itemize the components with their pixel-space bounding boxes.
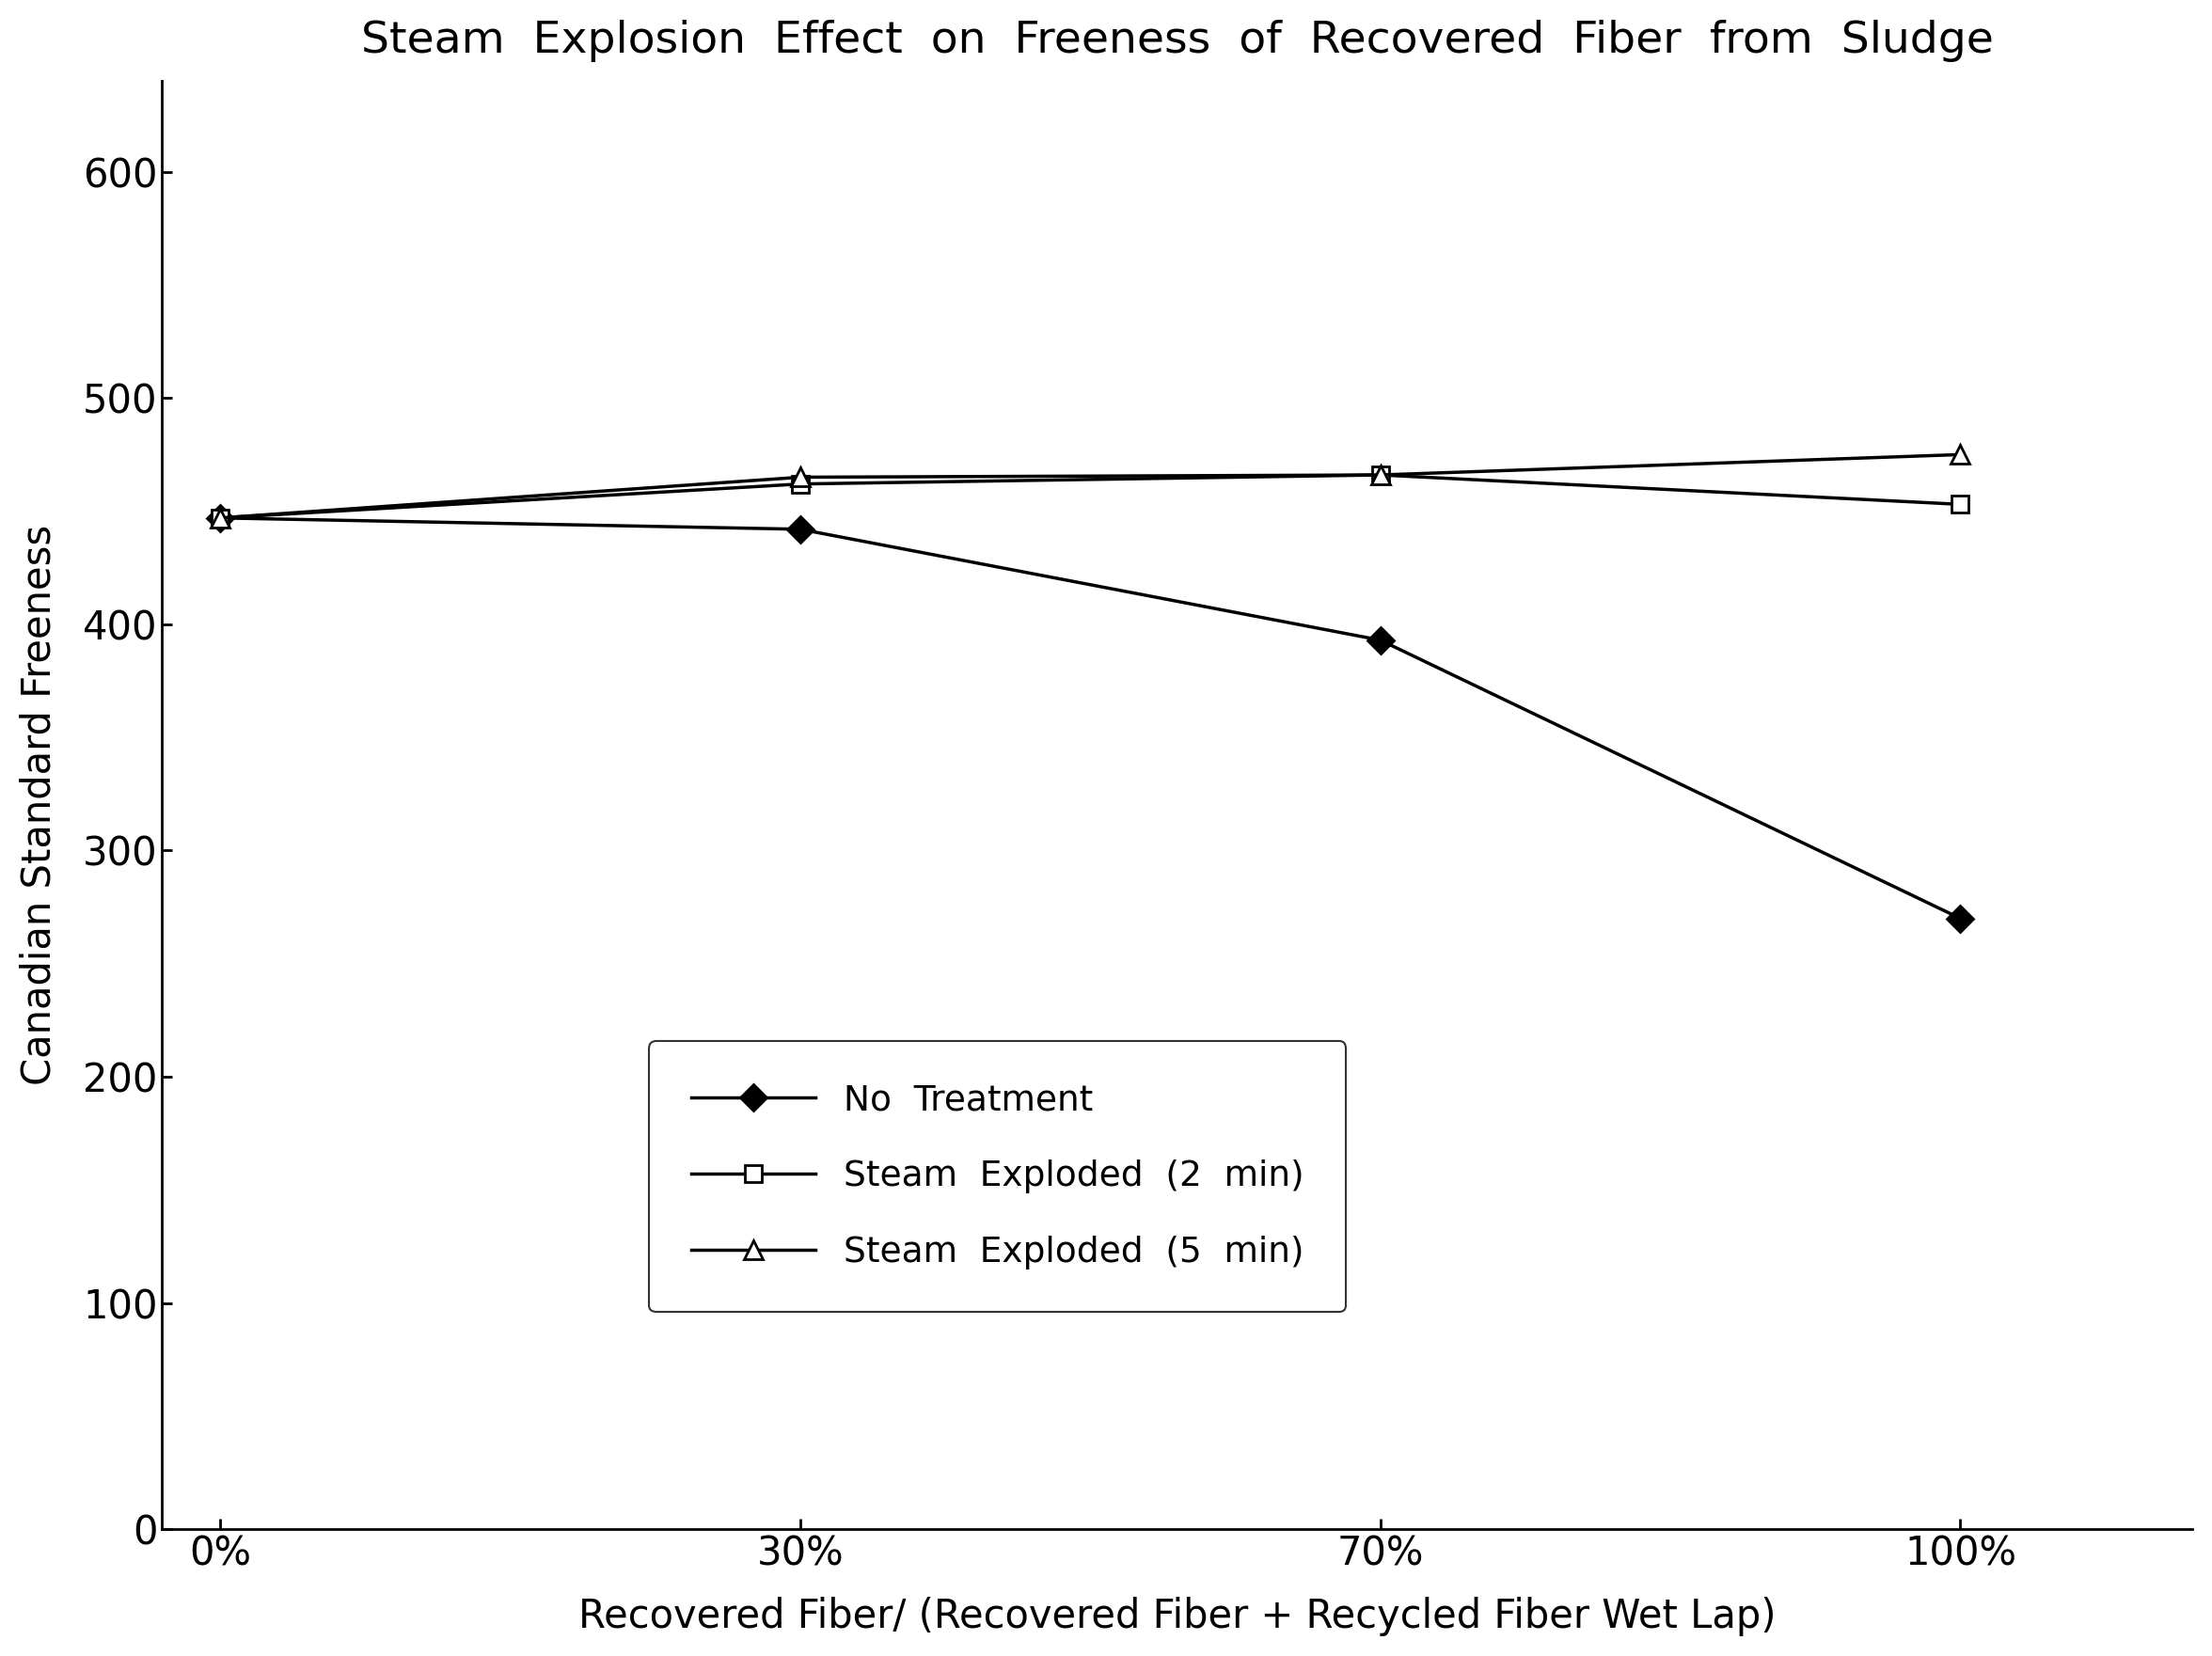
- Steam  Exploded  (2  min): [1947, 495, 1973, 515]
- X-axis label: Recovered Fiber/ (Recovered Fiber + Recycled Fiber Wet Lap): Recovered Fiber/ (Recovered Fiber + Recy…: [577, 1596, 1776, 1636]
- Line: Steam  Exploded  (5  min): Steam Exploded (5 min): [210, 445, 1971, 528]
- No  Treatment: [1367, 631, 1394, 651]
- Steam  Exploded  (5  min): [1947, 445, 1973, 465]
- No  Treatment: [787, 520, 814, 540]
- No  Treatment: [206, 508, 232, 528]
- Steam  Exploded  (2  min): [1367, 465, 1394, 485]
- No  Treatment: [1947, 909, 1973, 929]
- Line: No  Treatment: No Treatment: [210, 508, 1969, 927]
- Legend: No  Treatment, Steam  Exploded  (2  min), Steam  Exploded  (5  min): No Treatment, Steam Exploded (2 min), St…: [650, 1042, 1347, 1312]
- Line: Steam  Exploded  (2  min): Steam Exploded (2 min): [212, 467, 1969, 527]
- Steam  Exploded  (5  min): [206, 508, 232, 528]
- Steam  Exploded  (2  min): [787, 474, 814, 493]
- Title: Steam  Explosion  Effect  on  Freeness  of  Recovered  Fiber  from  Sludge: Steam Explosion Effect on Freeness of Re…: [361, 20, 1993, 61]
- Steam  Exploded  (5  min): [787, 467, 814, 487]
- Y-axis label: Canadian Standard Freeness: Canadian Standard Freeness: [20, 525, 60, 1086]
- Steam  Exploded  (2  min): [206, 508, 232, 528]
- Steam  Exploded  (5  min): [1367, 465, 1394, 485]
